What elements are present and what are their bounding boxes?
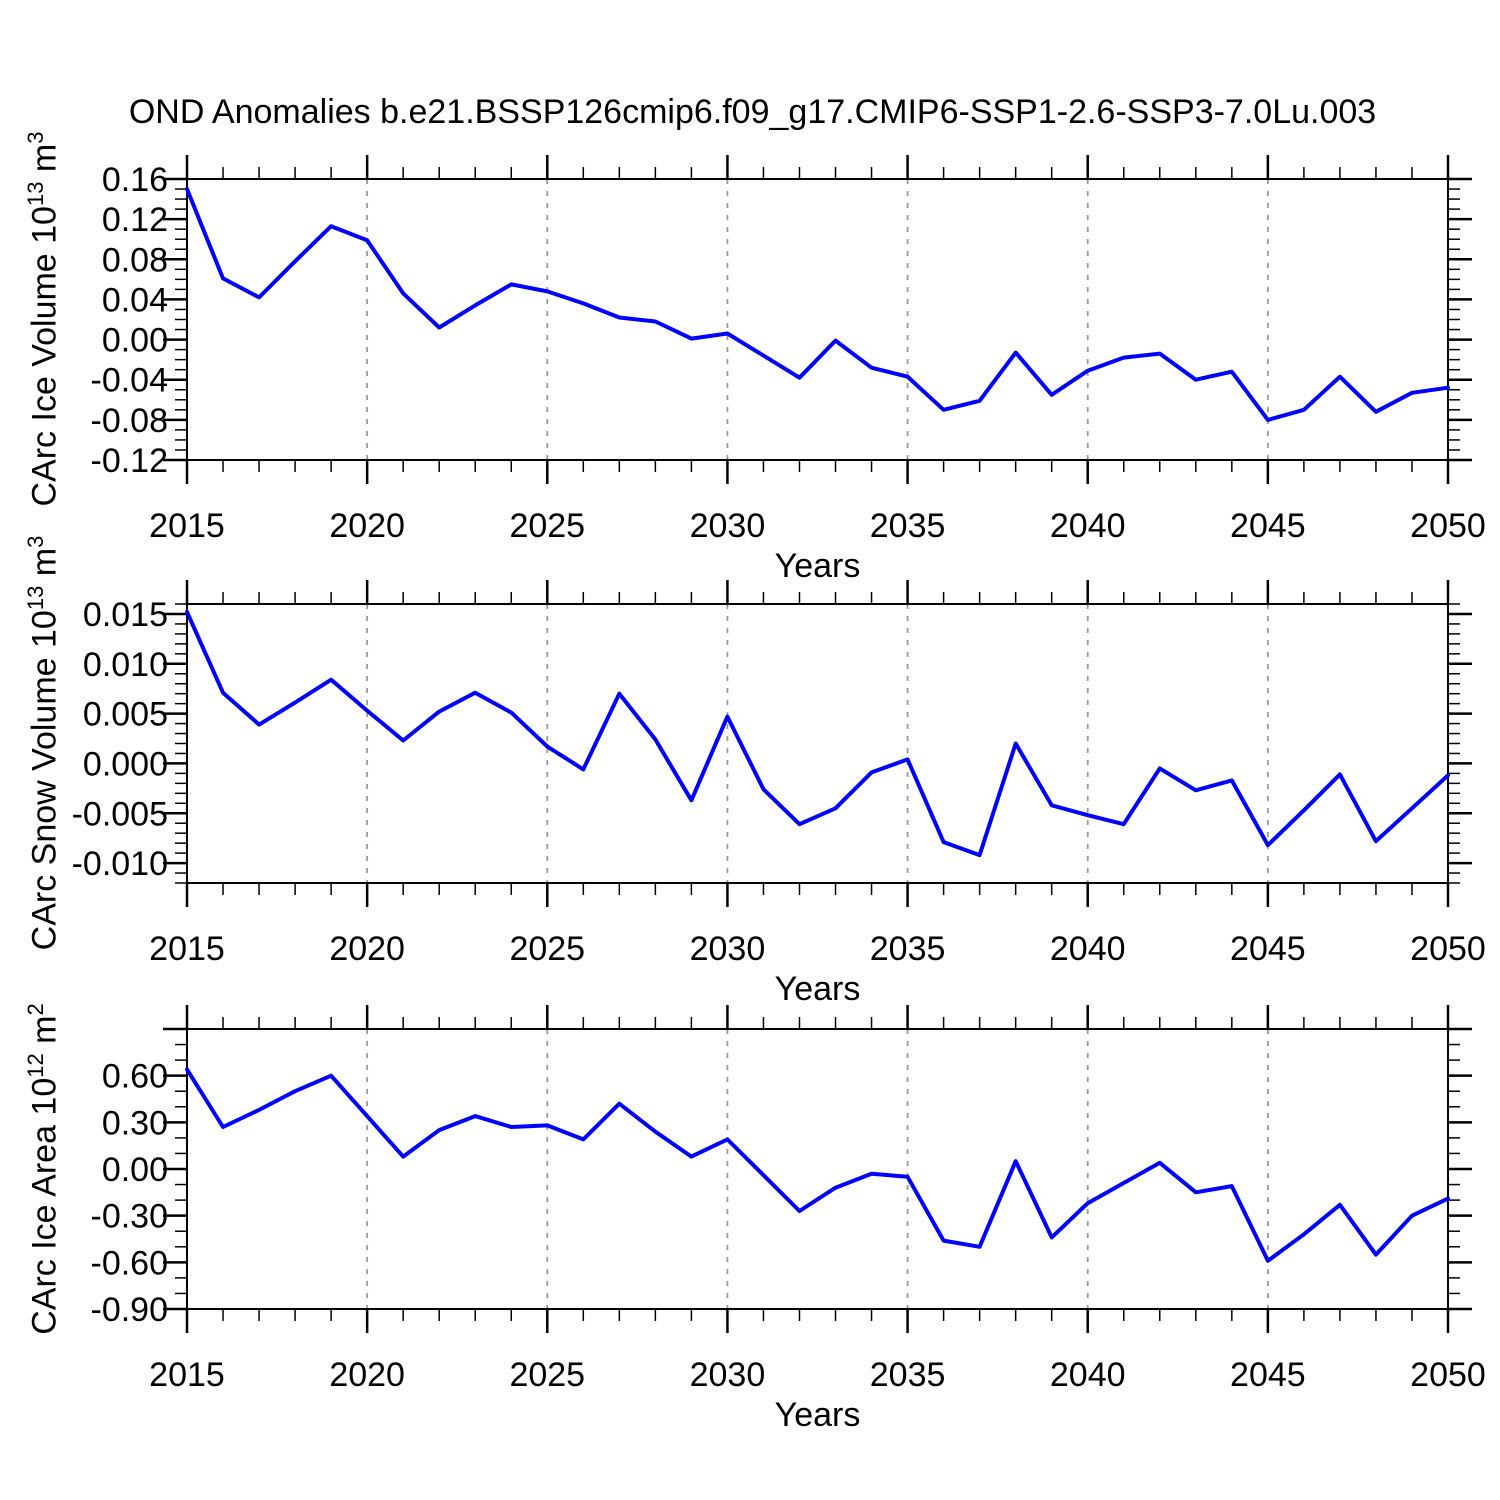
ice-volume-chart: 2015 2020 2025 2030 2035 2040 2045 2050 Years -0.… — [91, 155, 1486, 585]
y-tick-label: 0.30 — [102, 1104, 168, 1142]
y-tick-label: 0.08 — [102, 241, 168, 279]
x-tick-label: 2015 — [149, 930, 225, 968]
plot-frame — [186, 1028, 1449, 1310]
x-tick-label: 2030 — [690, 507, 766, 545]
y-tick-label: 0.16 — [102, 161, 168, 199]
x-tick-label: 2015 — [149, 507, 225, 545]
x-tick-label: 2045 — [1230, 930, 1306, 968]
y-tick-label: 0.015 — [83, 596, 168, 634]
y-tick-label: -0.60 — [91, 1244, 169, 1282]
x-axis-label: Years — [775, 1396, 861, 1434]
y-tick-label: 0.00 — [102, 1151, 168, 1189]
y-tick-label: -0.08 — [91, 402, 169, 440]
x-tick-label: 2045 — [1230, 1356, 1306, 1394]
x-tick-label: 2020 — [329, 507, 405, 545]
x-tick-label: 2025 — [509, 507, 585, 545]
x-tick-label: 2045 — [1230, 507, 1306, 545]
x-tick-label: 2040 — [1050, 930, 1126, 968]
x-tick-label: 2020 — [329, 1356, 405, 1394]
y-tick-label: 0.00 — [102, 322, 168, 360]
x-tick-label: 2040 — [1050, 507, 1126, 545]
y-tick-label: -0.010 — [72, 845, 168, 883]
x-tick-label: 2035 — [870, 507, 946, 545]
plot-frame — [186, 178, 1449, 461]
y-tick-label: -0.12 — [91, 442, 169, 480]
plot-frame — [186, 603, 1449, 884]
y-tick-label: 0.005 — [83, 696, 168, 734]
x-tick-label: 2015 — [149, 1356, 225, 1394]
y-tick-label: -0.30 — [91, 1198, 169, 1236]
series-line-ice-area — [185, 1067, 1450, 1263]
x-tick-label: 2050 — [1410, 930, 1486, 968]
x-tick-label: 2030 — [690, 1356, 766, 1394]
x-tick-label: 2035 — [870, 1356, 946, 1394]
y-tick-label: 0.010 — [83, 646, 168, 684]
y-tick-label: -0.005 — [72, 795, 168, 833]
x-tick-label: 2025 — [509, 1356, 585, 1394]
chart-title: OND Anomalies b.e21.BSSP126cmip6.f09_g17… — [128, 93, 1377, 131]
x-tick-label: 2050 — [1410, 507, 1486, 545]
x-tick-label: 2050 — [1410, 1356, 1486, 1394]
series-line-snow-volume — [185, 610, 1450, 858]
y-tick-label: 0.000 — [83, 745, 168, 783]
x-tick-label: 2020 — [329, 930, 405, 968]
series-line-ice-volume — [185, 187, 1450, 422]
ice-area-chart: 2015 2020 2025 2030 2035 2040 2045 2050 Years -0.… — [91, 1005, 1486, 1434]
y-tick-label: 0.60 — [102, 1058, 168, 1096]
x-tick-label: 2035 — [870, 930, 946, 968]
y-tick-label: 0.04 — [102, 281, 168, 319]
snow-volume-chart: 2015 2020 2025 2030 2035 2040 2045 2050 Years -0.… — [72, 580, 1486, 1008]
y-tick-label: -0.04 — [91, 362, 169, 400]
y-tick-label: -0.90 — [91, 1291, 169, 1329]
x-axis-label: Years — [775, 547, 861, 585]
x-axis-label: Years — [775, 970, 861, 1008]
x-tick-label: 2030 — [690, 930, 766, 968]
x-tick-label: 2040 — [1050, 1356, 1126, 1394]
x-tick-label: 2025 — [509, 930, 585, 968]
y-tick-label: 0.12 — [102, 201, 168, 239]
